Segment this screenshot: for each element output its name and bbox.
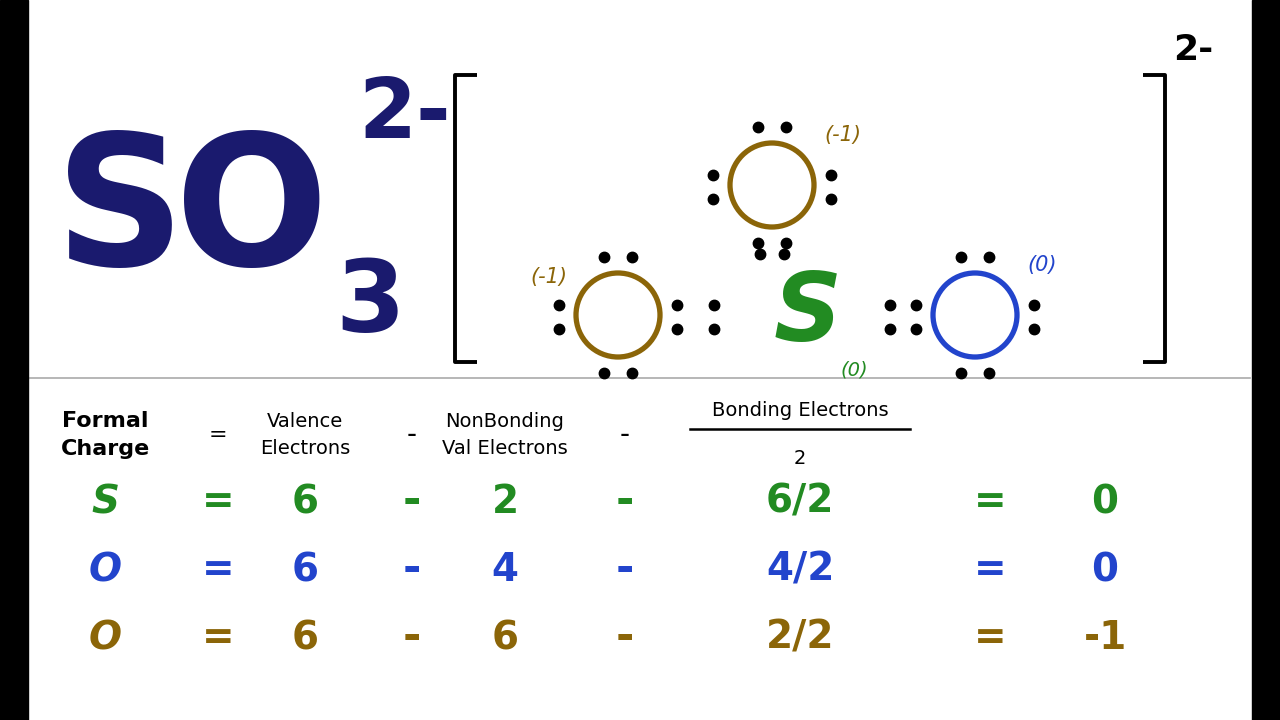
Text: 6: 6 [292,551,319,589]
Text: =: = [974,551,1006,589]
Text: S: S [55,127,186,303]
Text: 4: 4 [492,551,518,589]
Text: (-1): (-1) [530,267,567,287]
Text: -: - [403,616,421,660]
Text: 6: 6 [292,619,319,657]
Text: -: - [616,480,634,523]
Text: 2: 2 [492,483,518,521]
Text: O: O [175,127,329,303]
Text: -: - [403,480,421,523]
Text: 4/2: 4/2 [765,551,835,589]
Text: -: - [616,549,634,592]
Text: 2-: 2- [358,74,451,156]
Text: 0: 0 [1092,551,1119,589]
Text: =: = [202,483,234,521]
Text: =: = [202,619,234,657]
Text: Formal
Charge: Formal Charge [60,411,150,459]
Text: =: = [202,551,234,589]
Text: 6: 6 [292,483,319,521]
Text: 2: 2 [794,449,806,467]
Text: NonBonding
Val Electrons: NonBonding Val Electrons [442,413,568,458]
Text: O: O [88,551,122,589]
Text: 3: 3 [335,256,404,354]
Text: -1: -1 [1083,619,1126,657]
Text: -: - [407,421,417,449]
Text: O: O [88,619,122,657]
Text: Bonding Electrons: Bonding Electrons [712,402,888,420]
Text: (0): (0) [1027,255,1056,275]
Text: 2-: 2- [1172,33,1213,67]
Text: S: S [91,483,119,521]
Text: 2/2: 2/2 [765,619,835,657]
Text: -: - [403,549,421,592]
Bar [1252,0,1280,720]
Bar [0,0,28,720]
Text: -: - [620,421,630,449]
Text: (0): (0) [840,361,868,379]
Text: S: S [774,269,842,361]
Text: =: = [974,619,1006,657]
Text: 6: 6 [492,619,518,657]
Text: Valence
Electrons: Valence Electrons [260,413,351,458]
Text: 6/2: 6/2 [765,483,835,521]
Text: 0: 0 [1092,483,1119,521]
Text: =: = [209,425,228,445]
Text: =: = [974,483,1006,521]
Text: (-1): (-1) [824,125,861,145]
Text: -: - [616,616,634,660]
